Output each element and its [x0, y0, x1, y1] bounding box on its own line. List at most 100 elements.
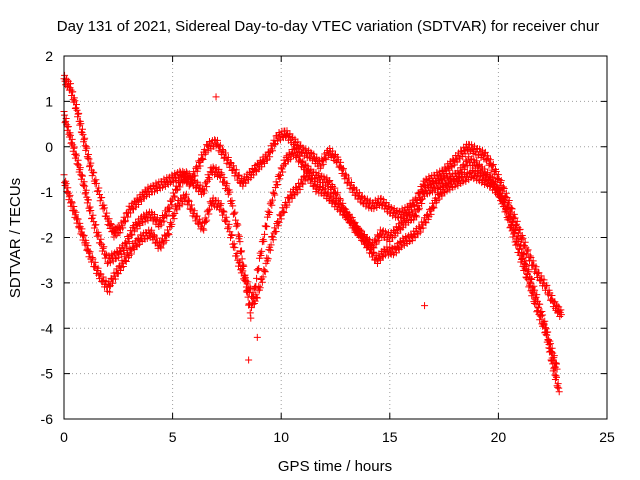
- data-point: [288, 194, 296, 202]
- data-point: [227, 231, 235, 239]
- data-point: [172, 182, 180, 190]
- data-point: [542, 325, 550, 333]
- data-point: [356, 226, 364, 234]
- data-point: [99, 244, 107, 252]
- data-point: [478, 177, 486, 185]
- data-point: [89, 168, 97, 176]
- data-point: [86, 248, 94, 256]
- data-point: [394, 229, 402, 237]
- data-point: [489, 174, 497, 182]
- data-point: [544, 291, 552, 299]
- data-point: [450, 161, 458, 169]
- data-point: [260, 158, 268, 166]
- data-point: [269, 147, 277, 155]
- data-point: [341, 175, 349, 183]
- data-point: [279, 207, 287, 215]
- data-point: [257, 158, 265, 166]
- data-point: [417, 196, 425, 204]
- data-point: [271, 141, 279, 149]
- data-point: [216, 141, 224, 149]
- data-point: [553, 365, 561, 373]
- data-point: [531, 286, 539, 294]
- data-point: [71, 151, 79, 159]
- data-point: [162, 236, 170, 244]
- data-point: [165, 231, 173, 239]
- data-point: [271, 224, 279, 232]
- data-point: [490, 180, 498, 188]
- data-point: [121, 218, 129, 226]
- data-point: [88, 214, 96, 222]
- data-point: [219, 178, 227, 186]
- data-point: [548, 344, 556, 352]
- data-point: [396, 225, 404, 233]
- data-point: [435, 195, 443, 203]
- data-point: [556, 312, 564, 320]
- data-point: [389, 209, 397, 217]
- data-points: [60, 71, 565, 396]
- y-tick-label: -4: [41, 320, 54, 336]
- data-point: [133, 225, 141, 233]
- data-point: [553, 302, 561, 310]
- data-point: [206, 205, 214, 213]
- data-point: [489, 161, 497, 169]
- data-point: [253, 294, 261, 302]
- data-point: [319, 160, 327, 168]
- data-point: [190, 207, 198, 215]
- data-point: [321, 185, 329, 193]
- data-point: [313, 184, 321, 192]
- data-point: [74, 160, 82, 168]
- data-point: [247, 314, 255, 322]
- data-point: [148, 226, 156, 234]
- data-point: [228, 197, 236, 205]
- data-point: [72, 150, 80, 158]
- data-point: [274, 217, 282, 225]
- data-point: [122, 257, 130, 265]
- data-point: [453, 158, 461, 166]
- data-point: [171, 193, 179, 201]
- data-point: [492, 178, 500, 186]
- y-axis-label: SDTVAR / TECUs: [7, 178, 24, 298]
- data-point: [74, 215, 82, 223]
- data-point: [233, 249, 241, 257]
- data-point: [74, 110, 82, 118]
- data-point: [219, 207, 227, 215]
- data-point: [127, 250, 135, 258]
- data-point: [229, 162, 237, 170]
- data-point: [472, 161, 480, 169]
- data-point: [88, 253, 96, 261]
- data-point: [510, 210, 518, 218]
- data-point: [301, 177, 309, 185]
- data-point: [507, 222, 515, 230]
- data-point: [169, 211, 177, 219]
- data-point: [225, 220, 233, 228]
- data-point: [388, 244, 396, 252]
- data-point: [77, 120, 85, 128]
- data-point: [248, 304, 256, 312]
- data-point: [203, 141, 211, 149]
- data-point: [203, 183, 211, 191]
- data-point: [266, 153, 274, 161]
- data-point: [78, 125, 86, 133]
- data-point: [479, 172, 487, 180]
- data-point: [516, 225, 524, 233]
- data-point: [415, 206, 423, 214]
- data-point: [468, 141, 476, 149]
- data-point: [132, 220, 140, 228]
- data-point: [551, 298, 559, 306]
- data-point: [97, 235, 105, 243]
- data-point: [134, 196, 142, 204]
- data-point: [350, 219, 358, 227]
- data-point: [407, 216, 415, 224]
- data-point: [405, 238, 413, 245]
- data-point: [360, 240, 368, 248]
- data-point: [540, 276, 548, 284]
- data-point: [238, 177, 246, 185]
- data-point: [499, 183, 507, 191]
- data-point: [264, 255, 272, 263]
- outlier-point: [106, 288, 114, 296]
- data-point: [252, 166, 260, 174]
- data-point: [80, 136, 88, 144]
- data-point: [87, 207, 95, 215]
- x-tick-label: 25: [599, 429, 615, 445]
- data-point: [340, 205, 348, 213]
